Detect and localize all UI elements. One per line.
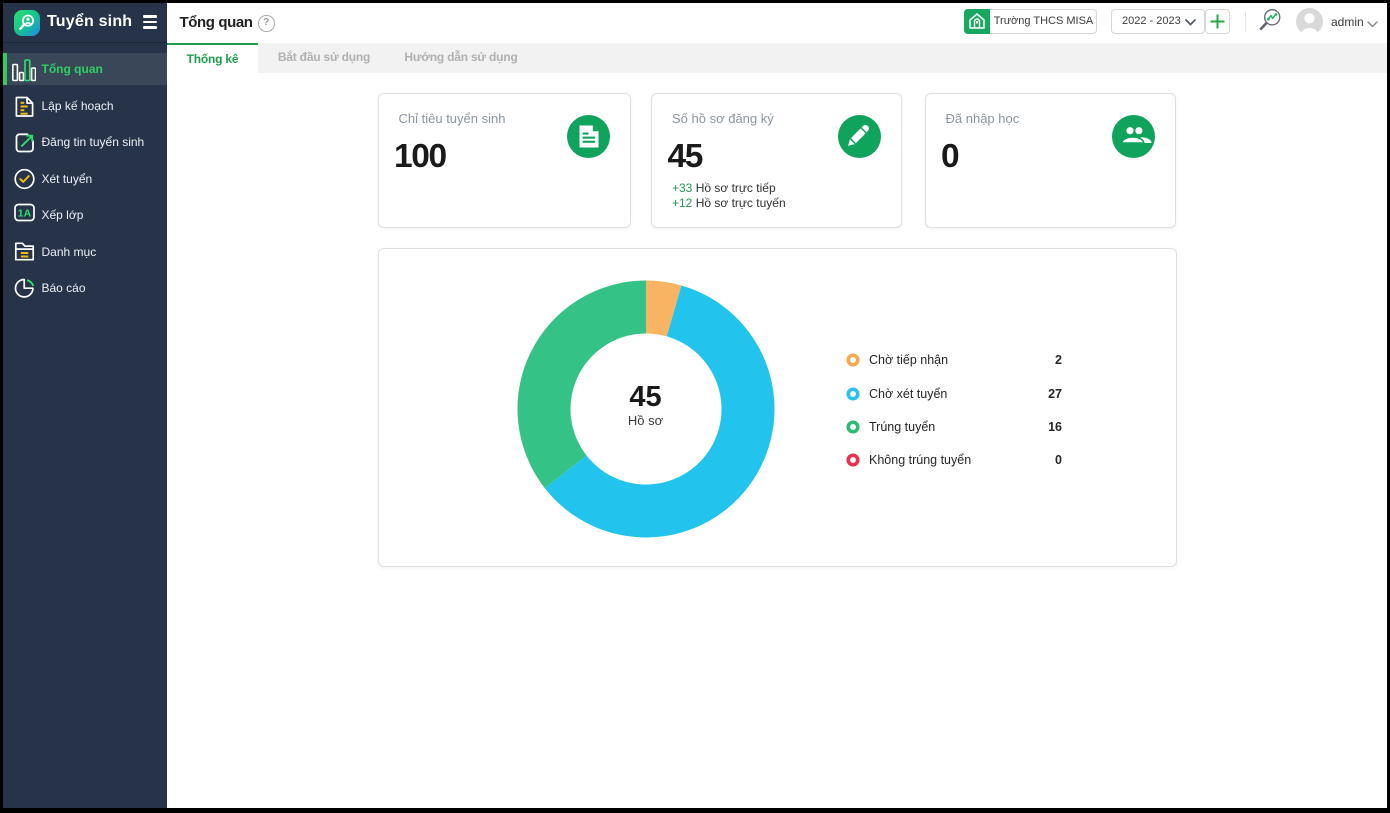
- svg-text:1A: 1A: [17, 208, 31, 220]
